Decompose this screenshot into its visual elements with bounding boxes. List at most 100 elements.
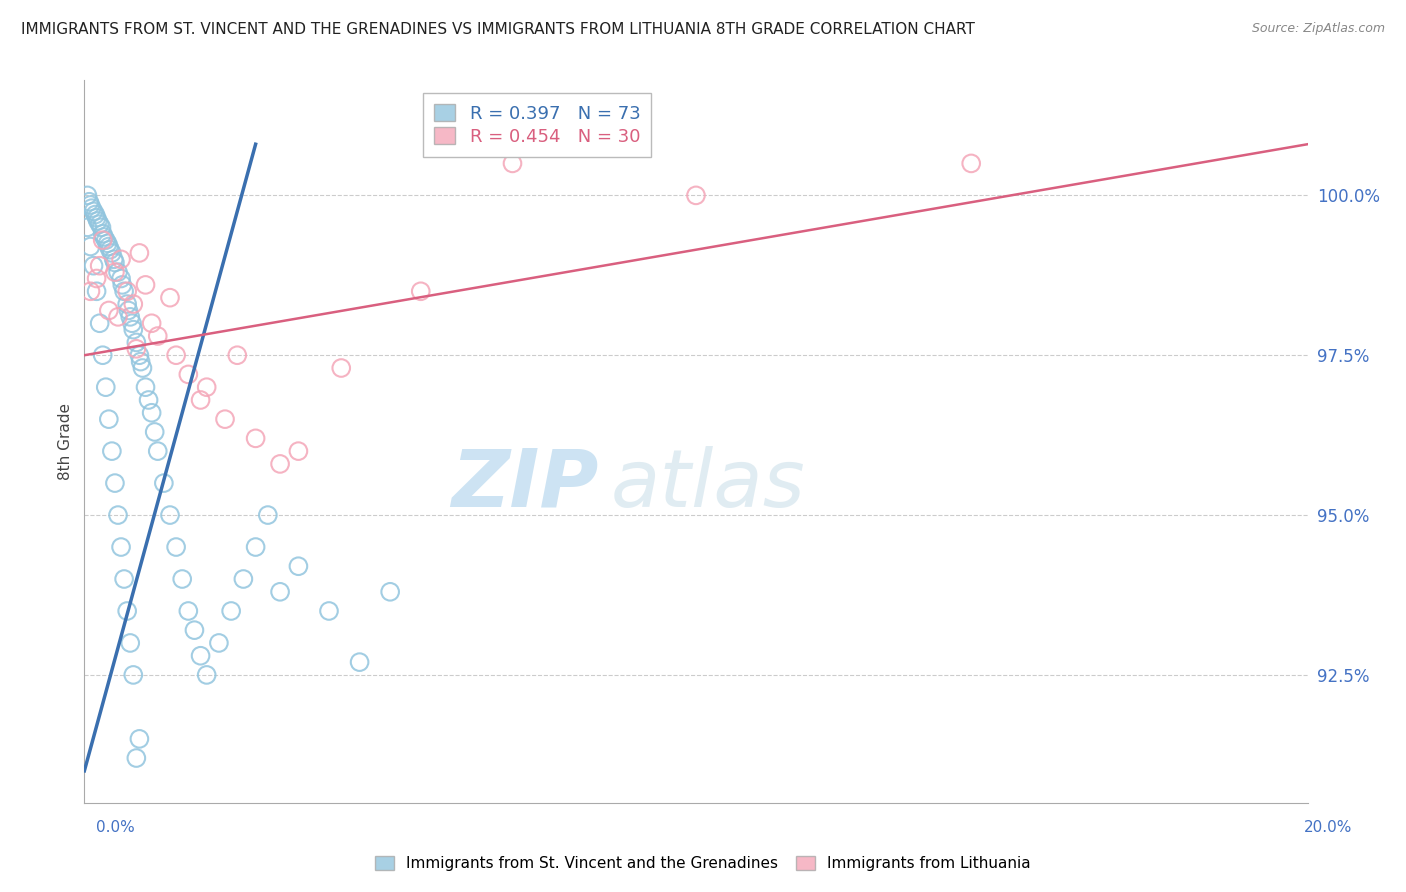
Point xyxy=(153,476,176,491)
Point xyxy=(103,252,125,267)
Point xyxy=(97,303,120,318)
Point xyxy=(245,431,267,445)
Point xyxy=(165,540,187,554)
Point xyxy=(143,425,166,439)
Point xyxy=(128,246,150,260)
Point xyxy=(287,559,309,574)
Point xyxy=(190,648,212,663)
Point xyxy=(86,285,108,299)
Point xyxy=(318,604,340,618)
Y-axis label: 8th Grade: 8th Grade xyxy=(58,403,73,480)
Point xyxy=(165,348,187,362)
Point xyxy=(214,412,236,426)
Point xyxy=(83,204,105,219)
Point xyxy=(87,214,110,228)
Point xyxy=(131,361,153,376)
Point xyxy=(115,297,138,311)
Point xyxy=(80,201,103,215)
Point xyxy=(110,271,132,285)
Point xyxy=(101,246,124,260)
Point xyxy=(76,188,98,202)
Point xyxy=(107,265,129,279)
Point xyxy=(685,188,707,202)
Point xyxy=(146,444,169,458)
Point xyxy=(502,156,524,170)
Point xyxy=(380,584,402,599)
Point xyxy=(112,285,135,299)
Point xyxy=(104,255,127,269)
Point xyxy=(83,259,105,273)
Point xyxy=(111,277,134,292)
Point xyxy=(122,323,145,337)
Point xyxy=(219,604,242,618)
Point xyxy=(122,668,145,682)
Point xyxy=(89,259,111,273)
Point xyxy=(97,236,120,251)
Text: Source: ZipAtlas.com: Source: ZipAtlas.com xyxy=(1251,22,1385,36)
Point xyxy=(129,354,152,368)
Point xyxy=(135,380,157,394)
Point xyxy=(960,156,983,170)
Point xyxy=(89,316,111,330)
Point xyxy=(97,239,120,253)
Point xyxy=(232,572,254,586)
Point xyxy=(125,751,148,765)
Point xyxy=(141,316,163,330)
Point xyxy=(115,285,138,299)
Point xyxy=(208,636,231,650)
Point xyxy=(79,285,101,299)
Point xyxy=(330,361,353,376)
Point xyxy=(101,444,124,458)
Point xyxy=(76,220,98,235)
Point xyxy=(409,285,432,299)
Point xyxy=(287,444,309,458)
Legend: R = 0.397   N = 73, R = 0.454   N = 30: R = 0.397 N = 73, R = 0.454 N = 30 xyxy=(423,93,651,157)
Point xyxy=(94,380,117,394)
Point xyxy=(128,348,150,362)
Point xyxy=(269,457,291,471)
Point xyxy=(190,392,212,407)
Point xyxy=(79,239,101,253)
Point xyxy=(159,508,181,522)
Point xyxy=(172,572,194,586)
Point xyxy=(107,508,129,522)
Point xyxy=(90,220,112,235)
Point xyxy=(349,655,371,669)
Point xyxy=(107,310,129,324)
Legend: Immigrants from St. Vincent and the Grenadines, Immigrants from Lithuania: Immigrants from St. Vincent and the Gren… xyxy=(370,849,1036,877)
Point xyxy=(138,392,160,407)
Point xyxy=(269,584,291,599)
Text: atlas: atlas xyxy=(610,446,806,524)
Point xyxy=(110,252,132,267)
Point xyxy=(122,297,145,311)
Point xyxy=(177,368,200,382)
Point xyxy=(177,604,200,618)
Point xyxy=(93,230,115,244)
Point xyxy=(79,198,101,212)
Point xyxy=(135,277,157,292)
Point xyxy=(104,476,127,491)
Point xyxy=(97,412,120,426)
Point xyxy=(125,342,148,356)
Point xyxy=(146,329,169,343)
Point xyxy=(195,668,218,682)
Point xyxy=(91,233,114,247)
Point xyxy=(257,508,280,522)
Point xyxy=(89,217,111,231)
Point xyxy=(120,310,142,324)
Point xyxy=(110,540,132,554)
Point xyxy=(117,303,139,318)
Point xyxy=(159,291,181,305)
Point xyxy=(121,316,143,330)
Point xyxy=(84,208,107,222)
Text: 0.0%: 0.0% xyxy=(96,821,135,835)
Text: ZIP: ZIP xyxy=(451,446,598,524)
Point xyxy=(77,194,100,209)
Point xyxy=(104,265,127,279)
Point xyxy=(245,540,267,554)
Point xyxy=(112,572,135,586)
Text: IMMIGRANTS FROM ST. VINCENT AND THE GRENADINES VS IMMIGRANTS FROM LITHUANIA 8TH : IMMIGRANTS FROM ST. VINCENT AND THE GREN… xyxy=(21,22,974,37)
Point xyxy=(86,211,108,225)
Point xyxy=(98,243,121,257)
Text: 20.0%: 20.0% xyxy=(1305,821,1353,835)
